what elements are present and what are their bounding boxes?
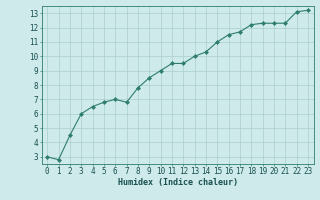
X-axis label: Humidex (Indice chaleur): Humidex (Indice chaleur) — [118, 178, 237, 187]
